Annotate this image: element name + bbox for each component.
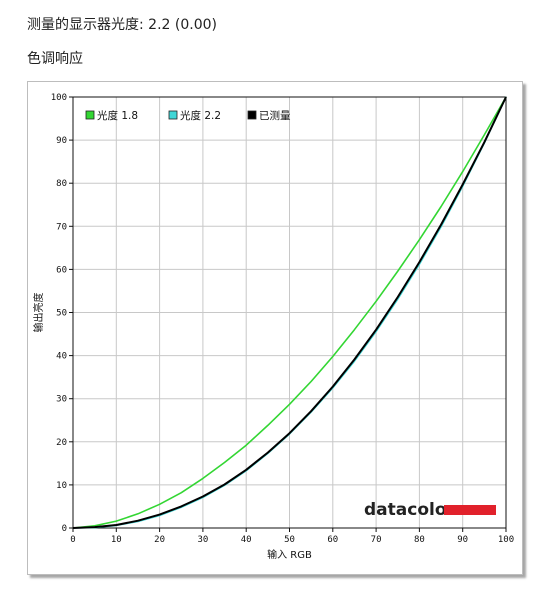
x-tick-label: 50 [284,535,295,545]
chart-frame: 0 10 20 30 40 50 60 70 80 90 100 0 10 20 30 40 50 60 70 80 9… [27,81,523,575]
legend: 光度 1.8 光度 2.2 已测量 [85,109,291,122]
legend-swatch [168,110,178,120]
grid [73,97,506,528]
legend-item: 光度 1.8 [85,109,138,122]
y-tick-label: 60 [56,265,67,275]
series-line-3 [72,96,507,529]
tone-response-heading: 色调响应 [27,51,83,67]
x-tick-label: 30 [197,535,208,545]
legend-swatch [85,110,95,120]
y-tick-label: 10 [56,481,67,491]
y-tick-label: 80 [56,179,67,189]
datacolor-logo: datacolor [364,500,496,520]
y-tick-label: 90 [56,136,67,146]
brand-text: datacolor [364,500,456,520]
x-axis-label: 输入 RGB [267,548,312,561]
x-tick-label: 70 [371,535,382,545]
series-lines [72,96,507,529]
y-tick-label: 0 [62,524,67,534]
x-tick-label: 100 [498,535,514,545]
x-tick-label: 60 [327,535,338,545]
legend-label: 光度 1.8 [97,109,138,122]
x-tick-label: 10 [111,535,122,545]
brand-bar [444,505,496,515]
legend-swatch [247,110,257,120]
y-axis-label: 输出亮度 [32,293,45,333]
x-tick-label: 20 [154,535,165,545]
y-tick-label: 30 [56,395,67,405]
gamma-heading: 测量的显示器光度: 2.2 (0.00) [27,17,217,33]
legend-label: 光度 2.2 [180,109,221,122]
legend-label: 已测量 [259,109,291,122]
tone-response-chart: 0 10 20 30 40 50 60 70 80 90 100 0 10 20 30 40 50 60 70 80 9… [32,93,514,561]
y-tick-label: 40 [56,352,67,362]
series-line-1 [72,96,507,529]
y-tick-label: 70 [56,222,67,232]
axis-ticks: 0 10 20 30 40 50 60 70 80 90 100 0 10 20 30 40 50 60 70 80 9… [51,93,514,545]
x-tick-label: 0 [70,535,75,545]
y-tick-label: 100 [51,93,67,103]
x-tick-label: 40 [241,535,252,545]
y-tick-label: 20 [56,438,67,448]
legend-item: 已测量 [247,109,291,122]
plot-border [72,96,507,529]
y-tick-label: 50 [56,309,67,319]
legend-item: 光度 2.2 [168,109,221,122]
x-tick-label: 80 [414,535,425,545]
x-tick-label: 90 [457,535,468,545]
